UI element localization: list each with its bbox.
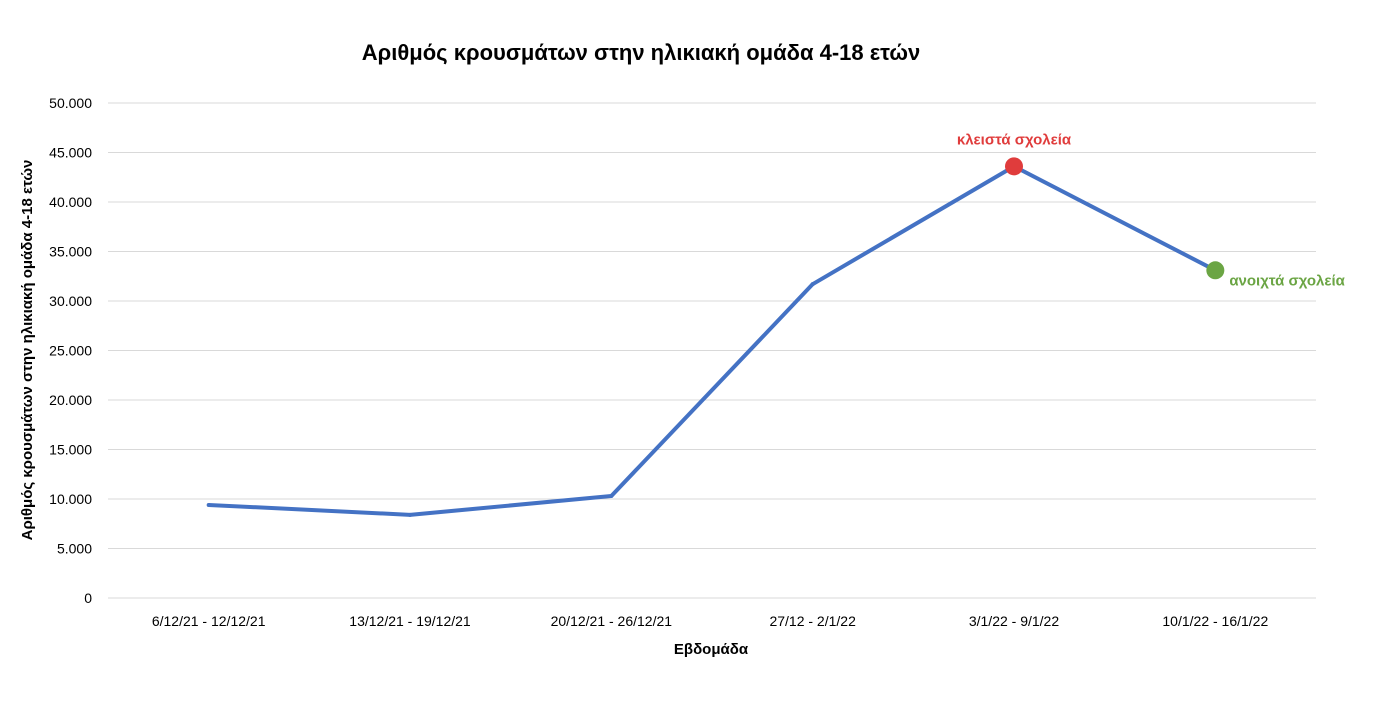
y-tick-label: 45.000 — [49, 145, 92, 161]
y-tick-label: 15.000 — [49, 442, 92, 458]
y-tick-label: 20.000 — [49, 392, 92, 408]
x-tick-label: 3/1/22 - 9/1/22 — [969, 613, 1060, 629]
series — [206, 164, 1218, 517]
x-axis-label: Εβδομάδα — [674, 641, 749, 658]
x-tick-label: 27/12 - 2/1/22 — [769, 613, 856, 629]
y-tick-label: 0 — [84, 590, 92, 606]
y-tick-label: 5.000 — [57, 541, 92, 557]
y-tick-label: 25.000 — [49, 343, 92, 359]
data-point — [408, 512, 412, 517]
y-tick-label: 10.000 — [49, 491, 92, 507]
y-tick-label: 35.000 — [49, 244, 92, 260]
annotation-label: ανοιχτά σχολεία — [1229, 272, 1345, 289]
y-tick-label: 30.000 — [49, 293, 92, 309]
y-tick-label: 40.000 — [49, 194, 92, 210]
data-point — [810, 282, 815, 287]
annotations: κλειστά σχολεία ανοιχτά σχολεία — [957, 131, 1346, 289]
x-tick-label: 13/12/21 - 19/12/21 — [349, 613, 471, 629]
y-tick-label: 50.000 — [49, 95, 92, 111]
chart-title: Αριθμός κρουσμάτων στην ηλικιακή ομάδα 4… — [362, 40, 920, 65]
annotation-label: κλειστά σχολεία — [957, 131, 1072, 148]
x-axis-ticks: 6/12/21 - 12/12/21 13/12/21 - 19/12/21 20/… — [152, 613, 1269, 629]
x-tick-label: 10/1/22 - 16/1/22 — [1162, 613, 1268, 629]
data-point — [206, 502, 211, 507]
data-point — [609, 494, 614, 499]
annotation-marker — [1206, 261, 1225, 280]
series-line — [208, 164, 1217, 517]
x-tick-label: 20/12/21 - 26/12/21 — [551, 613, 673, 629]
y-axis-label: Αριθμός κρουσμάτων στην ηλικιακή ομάδα 4… — [19, 160, 36, 541]
annotation-marker — [1005, 157, 1023, 176]
y-axis-ticks: 0 5.000 10.000 15.000 20.000 25.000 30.000 35.0… — [49, 95, 92, 606]
gridlines — [108, 102, 1316, 599]
x-tick-label: 6/12/21 - 12/12/21 — [152, 613, 266, 629]
